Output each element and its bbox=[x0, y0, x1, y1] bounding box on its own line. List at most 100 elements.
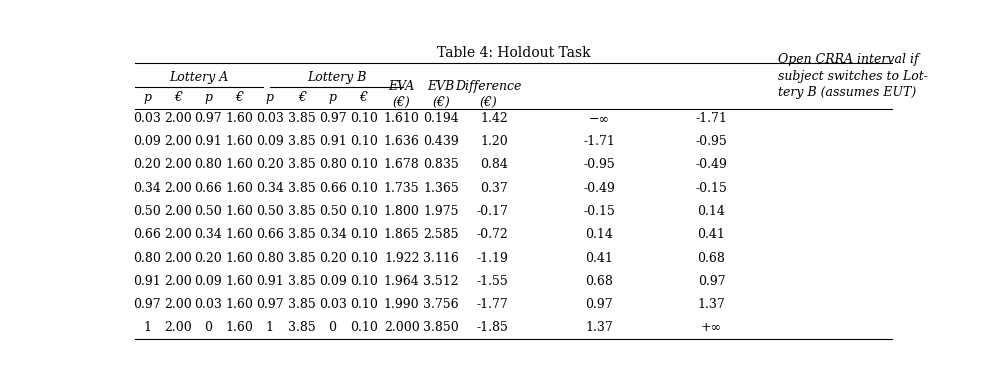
Text: 1.60: 1.60 bbox=[225, 182, 254, 195]
Text: 0.97: 0.97 bbox=[585, 298, 613, 311]
Text: 1.60: 1.60 bbox=[225, 275, 254, 288]
Text: -1.55: -1.55 bbox=[476, 275, 508, 288]
Text: 3.116: 3.116 bbox=[424, 251, 459, 265]
Text: 3.850: 3.850 bbox=[424, 322, 459, 334]
Text: 0.10: 0.10 bbox=[350, 275, 378, 288]
Text: 3.756: 3.756 bbox=[424, 298, 459, 311]
Text: 2.00: 2.00 bbox=[164, 205, 192, 218]
Text: 0.37: 0.37 bbox=[480, 182, 508, 195]
Text: 1: 1 bbox=[266, 322, 274, 334]
Text: 0.50: 0.50 bbox=[256, 205, 284, 218]
Text: 0.10: 0.10 bbox=[350, 251, 378, 265]
Text: 0.91: 0.91 bbox=[194, 135, 222, 148]
Text: −∞: −∞ bbox=[588, 112, 609, 125]
Text: 2.00: 2.00 bbox=[164, 251, 192, 265]
Text: 1.636: 1.636 bbox=[384, 135, 420, 148]
Text: -1.77: -1.77 bbox=[476, 298, 508, 311]
Text: 0.20: 0.20 bbox=[319, 251, 347, 265]
Text: 1.60: 1.60 bbox=[225, 251, 254, 265]
Text: Open CRRA interval if
subject switches to Lot-
tery B (assumes EUT): Open CRRA interval if subject switches t… bbox=[778, 54, 928, 99]
Text: 0.10: 0.10 bbox=[350, 298, 378, 311]
Text: 3.85: 3.85 bbox=[289, 182, 317, 195]
Text: Lottery A: Lottery A bbox=[169, 71, 228, 85]
Text: 2.585: 2.585 bbox=[424, 228, 459, 241]
Text: 0.14: 0.14 bbox=[585, 228, 613, 241]
Text: 0.50: 0.50 bbox=[194, 205, 222, 218]
Text: 0.68: 0.68 bbox=[697, 251, 725, 265]
Text: Difference
(€): Difference (€) bbox=[456, 80, 522, 109]
Text: 2.00: 2.00 bbox=[164, 322, 192, 334]
Text: 0.66: 0.66 bbox=[133, 228, 161, 241]
Text: 0.09: 0.09 bbox=[319, 275, 347, 288]
Text: 1.922: 1.922 bbox=[384, 251, 420, 265]
Text: 3.85: 3.85 bbox=[289, 158, 317, 171]
Text: EVB
(€): EVB (€) bbox=[428, 80, 455, 109]
Text: -0.72: -0.72 bbox=[476, 228, 508, 241]
Text: -1.85: -1.85 bbox=[476, 322, 508, 334]
Text: €: € bbox=[360, 91, 368, 104]
Text: 2.00: 2.00 bbox=[164, 112, 192, 125]
Text: 0.91: 0.91 bbox=[256, 275, 284, 288]
Text: -0.15: -0.15 bbox=[695, 182, 727, 195]
Text: 2.00: 2.00 bbox=[164, 298, 192, 311]
Text: 0.20: 0.20 bbox=[256, 158, 284, 171]
Text: 3.512: 3.512 bbox=[424, 275, 459, 288]
Text: 1.60: 1.60 bbox=[225, 135, 254, 148]
Text: 0.10: 0.10 bbox=[350, 182, 378, 195]
Text: 0.50: 0.50 bbox=[133, 205, 161, 218]
Text: 1.60: 1.60 bbox=[225, 205, 254, 218]
Text: 2.00: 2.00 bbox=[164, 182, 192, 195]
Text: +∞: +∞ bbox=[701, 322, 722, 334]
Text: 0.03: 0.03 bbox=[319, 298, 347, 311]
Text: €: € bbox=[174, 91, 182, 104]
Text: 0.10: 0.10 bbox=[350, 322, 378, 334]
Text: 0.97: 0.97 bbox=[133, 298, 160, 311]
Text: 1.60: 1.60 bbox=[225, 298, 254, 311]
Text: 1.735: 1.735 bbox=[384, 182, 420, 195]
Text: 0.66: 0.66 bbox=[194, 182, 222, 195]
Text: 0.20: 0.20 bbox=[133, 158, 161, 171]
Text: 1.37: 1.37 bbox=[585, 322, 613, 334]
Text: 0.03: 0.03 bbox=[133, 112, 161, 125]
Text: 0.97: 0.97 bbox=[319, 112, 347, 125]
Text: 1.678: 1.678 bbox=[384, 158, 420, 171]
Text: 0.34: 0.34 bbox=[133, 182, 161, 195]
Text: 1.365: 1.365 bbox=[424, 182, 459, 195]
Text: 0.10: 0.10 bbox=[350, 135, 378, 148]
Text: 0.835: 0.835 bbox=[424, 158, 459, 171]
Text: -0.15: -0.15 bbox=[583, 205, 615, 218]
Text: 0.41: 0.41 bbox=[585, 251, 613, 265]
Text: 0.80: 0.80 bbox=[256, 251, 284, 265]
Text: 0.66: 0.66 bbox=[319, 182, 347, 195]
Text: 0.80: 0.80 bbox=[194, 158, 222, 171]
Text: 2.00: 2.00 bbox=[164, 158, 192, 171]
Text: 0: 0 bbox=[204, 322, 212, 334]
Text: -0.49: -0.49 bbox=[583, 182, 615, 195]
Text: 0.10: 0.10 bbox=[350, 228, 378, 241]
Text: 1.20: 1.20 bbox=[480, 135, 508, 148]
Text: 3.85: 3.85 bbox=[289, 205, 317, 218]
Text: 0.10: 0.10 bbox=[350, 205, 378, 218]
Text: 1.865: 1.865 bbox=[384, 228, 420, 241]
Text: €: € bbox=[235, 91, 243, 104]
Text: 0.41: 0.41 bbox=[697, 228, 725, 241]
Text: 1.610: 1.610 bbox=[384, 112, 420, 125]
Text: 0.10: 0.10 bbox=[350, 112, 378, 125]
Text: 1.975: 1.975 bbox=[424, 205, 459, 218]
Text: 0.439: 0.439 bbox=[424, 135, 459, 148]
Text: 1.964: 1.964 bbox=[384, 275, 420, 288]
Text: €: € bbox=[299, 91, 307, 104]
Text: 3.85: 3.85 bbox=[289, 298, 317, 311]
Text: 0.80: 0.80 bbox=[319, 158, 347, 171]
Text: 0.50: 0.50 bbox=[319, 205, 347, 218]
Text: -1.19: -1.19 bbox=[476, 251, 508, 265]
Text: 1.37: 1.37 bbox=[697, 298, 725, 311]
Text: 0.34: 0.34 bbox=[256, 182, 284, 195]
Text: p: p bbox=[204, 91, 212, 104]
Text: -1.71: -1.71 bbox=[695, 112, 727, 125]
Text: 0.09: 0.09 bbox=[256, 135, 284, 148]
Text: 0.34: 0.34 bbox=[194, 228, 222, 241]
Text: 0.09: 0.09 bbox=[194, 275, 222, 288]
Text: 0.97: 0.97 bbox=[697, 275, 725, 288]
Text: 1.60: 1.60 bbox=[225, 228, 254, 241]
